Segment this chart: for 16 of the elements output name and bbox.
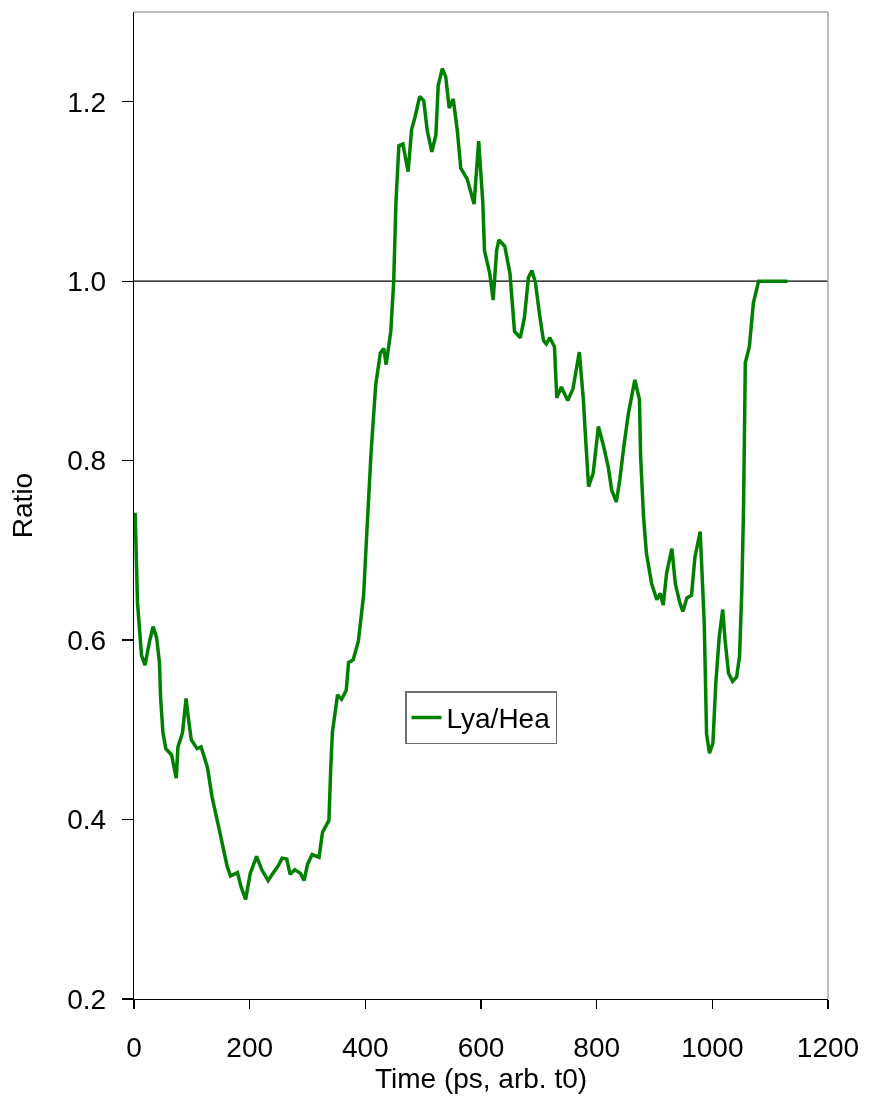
y-tick-label: 0.6: [67, 624, 107, 656]
x-tick-label: 1000: [681, 1031, 744, 1063]
x-tick-label: 600: [457, 1031, 505, 1063]
x-axis-title: Time (ps, arb. t0): [374, 1062, 588, 1094]
x-tick-label: 800: [573, 1031, 621, 1063]
y-tick-label: 1.2: [67, 86, 107, 118]
x-tick-label: 200: [226, 1031, 274, 1063]
y-axis-title: Ratio: [7, 472, 39, 539]
x-tick-label: 400: [341, 1031, 389, 1063]
x-tick-label: 0: [126, 1031, 142, 1063]
y-tick-label: 0.2: [67, 983, 107, 1015]
legend-label: Lya/Hea: [446, 703, 551, 735]
y-tick-label: 0.4: [67, 804, 107, 836]
y-tick-label: 1.0: [67, 265, 107, 297]
y-tick-label: 0.8: [67, 445, 107, 477]
x-tick-label: 1200: [796, 1031, 860, 1063]
